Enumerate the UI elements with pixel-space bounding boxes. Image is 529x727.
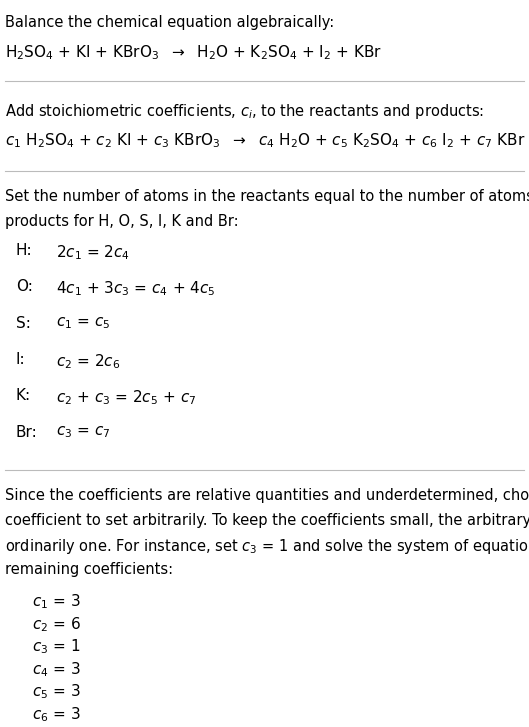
Text: Add stoichiometric coefficients, $c_i$, to the reactants and products:: Add stoichiometric coefficients, $c_i$, … <box>5 102 485 121</box>
Text: $c_1$ H$_2$SO$_4$ + $c_2$ KI + $c_3$ KBrO$_3$  $\rightarrow$  $c_4$ H$_2$O + $c_: $c_1$ H$_2$SO$_4$ + $c_2$ KI + $c_3$ KBr… <box>5 131 526 150</box>
Text: H$_2$SO$_4$ + KI + KBrO$_3$  $\rightarrow$  H$_2$O + K$_2$SO$_4$ + I$_2$ + KBr: H$_2$SO$_4$ + KI + KBrO$_3$ $\rightarrow… <box>5 44 382 63</box>
Text: 2$c_1$ = 2$c_4$: 2$c_1$ = 2$c_4$ <box>56 243 130 262</box>
Text: $c_2$ + $c_3$ = 2$c_5$ + $c_7$: $c_2$ + $c_3$ = 2$c_5$ + $c_7$ <box>56 388 196 407</box>
Text: $c_2$ = 2$c_6$: $c_2$ = 2$c_6$ <box>56 352 120 371</box>
Text: K:: K: <box>16 388 31 403</box>
Text: $c_1$ = $c_5$: $c_1$ = $c_5$ <box>56 316 110 332</box>
Text: Set the number of atoms in the reactants equal to the number of atoms in the: Set the number of atoms in the reactants… <box>5 189 529 204</box>
Text: remaining coefficients:: remaining coefficients: <box>5 562 174 577</box>
Text: Balance the chemical equation algebraically:: Balance the chemical equation algebraica… <box>5 15 334 30</box>
Text: O:: O: <box>16 279 33 294</box>
Text: $c_3$ = $c_7$: $c_3$ = $c_7$ <box>56 425 110 441</box>
Text: $c_4$ = 3: $c_4$ = 3 <box>32 660 80 679</box>
Text: products for H, O, S, I, K and Br:: products for H, O, S, I, K and Br: <box>5 214 239 229</box>
Text: $c_6$ = 3: $c_6$ = 3 <box>32 705 80 724</box>
Text: ordinarily one. For instance, set $c_3$ = 1 and solve the system of equations fo: ordinarily one. For instance, set $c_3$ … <box>5 537 529 556</box>
Text: S:: S: <box>16 316 31 331</box>
Text: $c_3$ = 1: $c_3$ = 1 <box>32 638 80 656</box>
Text: Br:: Br: <box>16 425 38 440</box>
Text: coefficient to set arbitrarily. To keep the coefficients small, the arbitrary va: coefficient to set arbitrarily. To keep … <box>5 513 529 528</box>
Text: Since the coefficients are relative quantities and underdetermined, choose a: Since the coefficients are relative quan… <box>5 488 529 503</box>
Text: $c_1$ = 3: $c_1$ = 3 <box>32 593 80 611</box>
Text: $c_2$ = 6: $c_2$ = 6 <box>32 615 80 634</box>
Text: I:: I: <box>16 352 25 367</box>
Text: $c_5$ = 3: $c_5$ = 3 <box>32 683 80 702</box>
Text: 4$c_1$ + 3$c_3$ = $c_4$ + 4$c_5$: 4$c_1$ + 3$c_3$ = $c_4$ + 4$c_5$ <box>56 279 215 298</box>
Text: H:: H: <box>16 243 32 258</box>
